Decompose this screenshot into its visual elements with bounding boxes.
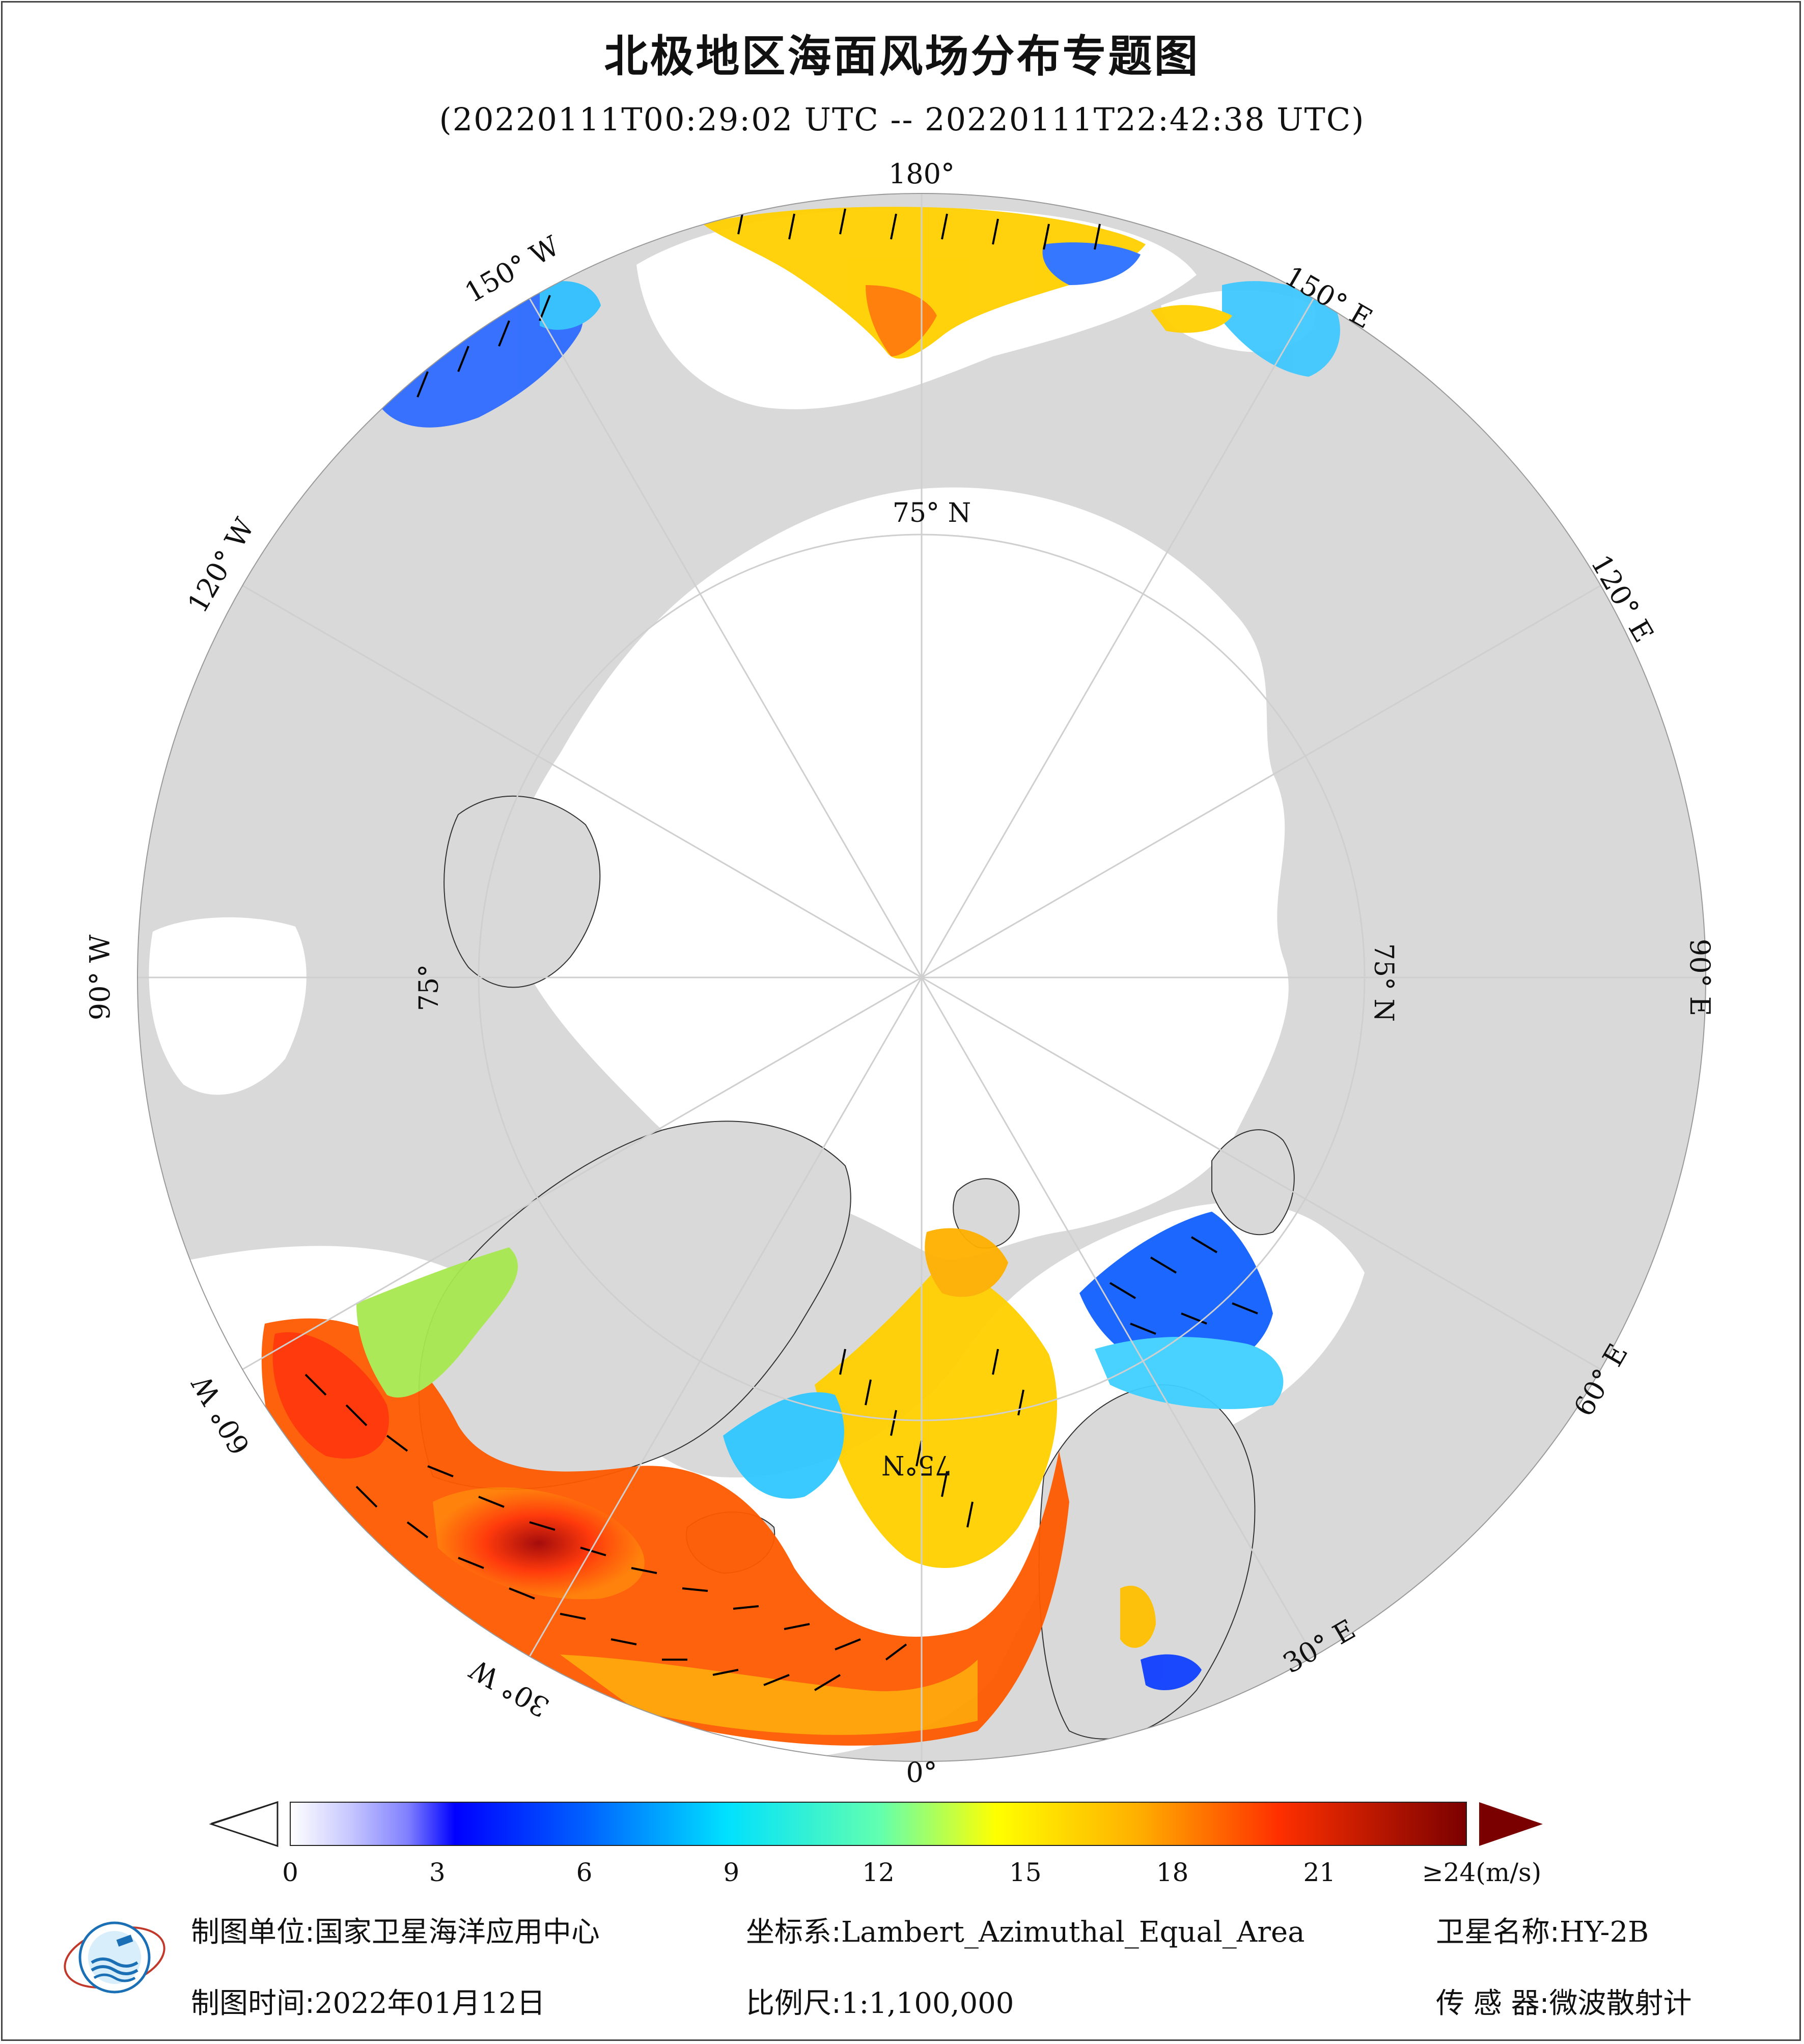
colorbar-under-triangle bbox=[209, 1801, 279, 1847]
date-info: 制图时间:2022年01月12日 bbox=[191, 1980, 545, 2022]
map-boundary bbox=[137, 193, 1706, 1762]
colorbar-tick-label: 9 bbox=[723, 1858, 739, 1887]
canadian-archipelago bbox=[443, 795, 601, 988]
satellite-value: HY-2B bbox=[1559, 1916, 1649, 1949]
colorbar-tick-label: 6 bbox=[576, 1858, 593, 1887]
graticule bbox=[137, 193, 1706, 1761]
crs-label: 坐标系: bbox=[746, 1916, 841, 1949]
map-disc bbox=[137, 193, 1706, 1761]
lat-label-75n-bottom: 75°N bbox=[881, 1449, 952, 1480]
map-title: 北极地区海面风场分布专题图 bbox=[604, 31, 1200, 82]
scale-label: 比例尺: bbox=[746, 1987, 841, 2020]
lon-label-0: 0° bbox=[906, 1756, 937, 1788]
satellite-label: 卫星名称: bbox=[1436, 1916, 1560, 1949]
lon-label-90w: 90° W bbox=[84, 934, 116, 1020]
nsoas-logo-icon bbox=[64, 1921, 165, 1994]
colorbar-tick-label: 0 bbox=[282, 1858, 298, 1887]
lon-label-180: 180° bbox=[889, 158, 955, 190]
hudson-bay bbox=[149, 917, 307, 1095]
sensor-info: 传 感 器:微波散射计 bbox=[1436, 1980, 1691, 2022]
lat-label-75n-top: 75° N bbox=[893, 498, 971, 528]
producer-value: 国家卫星海洋应用中心 bbox=[314, 1916, 600, 1949]
lon-label-90e: 90° E bbox=[1684, 939, 1716, 1016]
lat-label-75n-right: 75° N bbox=[1368, 943, 1399, 1022]
sensor-label: 传 感 器: bbox=[1436, 1987, 1549, 2020]
colorbar-tick-label: 18 bbox=[1156, 1858, 1189, 1887]
svalbard bbox=[953, 1178, 1020, 1249]
scale-info: 比例尺:1:1,100,000 bbox=[746, 1980, 1014, 2022]
date-label: 制图时间: bbox=[191, 1987, 315, 2020]
colorbar-tick-label: ≥24(m/s) bbox=[1422, 1858, 1541, 1887]
colorbar-tick-label: 15 bbox=[1009, 1858, 1042, 1887]
date-value: 2022年01月12日 bbox=[314, 1987, 545, 2020]
colorbar-tick-label: 12 bbox=[862, 1858, 895, 1887]
lat-label-75n-left: 75° bbox=[414, 964, 445, 1011]
producer-label: 制图单位: bbox=[191, 1916, 315, 1949]
colorbar-tick-label: 3 bbox=[429, 1858, 446, 1887]
colorbar-tick-label: 21 bbox=[1303, 1858, 1336, 1887]
producer-info: 制图单位:国家卫星海洋应用中心 bbox=[191, 1909, 600, 1950]
colorbar-over-triangle bbox=[1479, 1802, 1543, 1846]
satellite-info: 卫星名称:HY-2B bbox=[1436, 1909, 1649, 1950]
crs-info: 坐标系:Lambert_Azimuthal_Equal_Area bbox=[746, 1909, 1305, 1950]
time-range-subtitle: (20220111T00:29:02 UTC -- 20220111T22:42… bbox=[439, 101, 1365, 138]
crs-value: Lambert_Azimuthal_Equal_Area bbox=[841, 1916, 1305, 1949]
colorbar: 0 3 6 9 12 15 18 21 ≥24(m/s) bbox=[209, 1801, 1543, 1887]
wind-vectors bbox=[304, 208, 1258, 1691]
scale-value: 1:1,100,000 bbox=[841, 1987, 1014, 2020]
colorbar-gradient bbox=[290, 1802, 1467, 1846]
lon-label-60w: 60° W bbox=[185, 1369, 256, 1460]
sensor-value: 微波散射计 bbox=[1549, 1987, 1692, 2020]
